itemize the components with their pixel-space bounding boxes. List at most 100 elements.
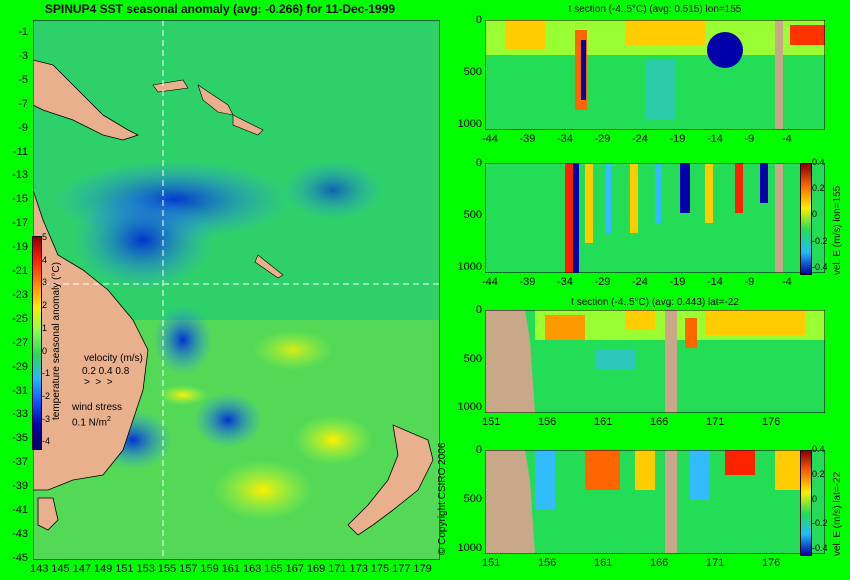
p2-x-tick: -44 (482, 276, 498, 288)
map-x-tick: 165 (264, 563, 283, 575)
panel2-colorbar (800, 163, 812, 275)
p3-x-tick: 166 (650, 416, 669, 428)
p2-y-tick: 0 (475, 157, 482, 169)
p1-x-tick: -24 (632, 133, 648, 145)
p2-x-tick: -14 (707, 276, 723, 288)
map-x-tick: 177 (392, 563, 411, 575)
map-x-tick: 179 (413, 563, 432, 575)
p2-y-tick: 500 (463, 209, 482, 221)
map-y-tick: -39 (12, 480, 28, 493)
p1-x-tick: -9 (744, 133, 755, 145)
velocity-legend-scale: 0.2 0.4 0.8 (82, 366, 130, 377)
p3-x-tick: 151 (482, 416, 501, 428)
map-x-tick: 153 (136, 563, 155, 575)
map-y-tick: -25 (12, 312, 28, 325)
map-y-tick: -13 (12, 169, 28, 182)
land-tasmania (37, 497, 59, 531)
map-y-tick: -1 (18, 26, 28, 38)
map-colorbar-tick: -2 (42, 390, 51, 401)
map-y-tick: -21 (12, 265, 28, 277)
p4-y-tick: 0 (475, 444, 482, 456)
cold-anomaly-tasman (193, 392, 263, 448)
map-x-tick: 169 (306, 563, 326, 575)
map-colorbar-tick: 4 (42, 254, 48, 265)
panel4-vel-section-lat22 (485, 450, 825, 554)
warm-anomaly-centre (253, 330, 333, 370)
p1-y-tick: 0 (475, 14, 482, 26)
map-x-tick: 161 (221, 563, 241, 575)
p3-x-tick: 176 (762, 416, 781, 428)
map-x-tick: 143 (30, 563, 49, 575)
p3-y-tick: 500 (463, 352, 482, 365)
p2-x-tick: -19 (669, 276, 686, 288)
map-y-tick: -15 (12, 193, 28, 206)
velocity-legend-title: velocity (m/s) (84, 353, 143, 364)
land-new-zealand (347, 424, 434, 536)
map-x-tick: 159 (200, 563, 219, 575)
p4-x-tick: 171 (706, 557, 725, 569)
wind-legend-title: wind stress (72, 402, 123, 413)
map-colorbar-tick: 0 (42, 345, 48, 356)
map-colorbar-tick: 1 (42, 322, 48, 333)
p2-x-tick: -29 (594, 276, 611, 288)
map-y-tick: -37 (12, 456, 28, 469)
land-australia (33, 189, 149, 491)
map-x-tick: 175 (370, 563, 390, 575)
map-x-tick: 145 (51, 563, 70, 575)
map-y-tick: -29 (12, 360, 28, 373)
map-title: SPINUP4 SST seasonal anomaly (avg: -0.26… (44, 2, 396, 16)
p1-x-tick: -39 (519, 133, 536, 145)
panel3-temp-section-lat22 (485, 310, 825, 413)
warm-anomaly-south (213, 460, 313, 520)
map-x-tick: 163 (243, 563, 262, 575)
map-y-tick: -7 (18, 97, 28, 110)
p1-x-tick: -34 (557, 133, 573, 145)
p4-colorbar-tick: -0.4 (812, 543, 828, 554)
p4-x-tick: 176 (762, 557, 781, 569)
map-colorbar-tick: 3 (42, 277, 48, 288)
panel4-colorbar-label: vel. E (m/s) lat=-22 (832, 471, 843, 556)
p3-y-tick: 0 (475, 304, 482, 316)
p1-y-tick: 500 (463, 66, 482, 78)
p4-colorbar-tick: 0.4 (812, 444, 825, 454)
warm-anomaly-ring (158, 385, 208, 405)
p4-y-tick: 500 (463, 493, 482, 505)
map-y-tick: -3 (18, 49, 28, 62)
map-y-tick: -31 (12, 384, 28, 397)
p4-x-tick: 161 (594, 557, 613, 569)
map-x-tick: 167 (285, 563, 304, 575)
p4-y-tick: 1000 (457, 542, 482, 554)
p2-y-tick: 1000 (457, 261, 482, 273)
p3-x-tick: 171 (706, 416, 725, 428)
panel3-title: t section (-4..5°C) (avg: 0.443) lat=-22 (571, 297, 739, 308)
cold-anomaly-tasman-north (153, 305, 213, 375)
land-new-guinea (33, 59, 140, 141)
p4-x-tick: 166 (650, 557, 669, 569)
map-colorbar-label: temperature seasonal anomaly (°C) (51, 262, 62, 420)
p3-x-tick: 161 (594, 416, 613, 428)
map-y-tick: -27 (12, 336, 28, 349)
p2-colorbar-tick: 0.2 (812, 183, 825, 194)
p2-x-tick: -9 (744, 276, 755, 288)
map-colorbar-tick: -3 (42, 413, 51, 424)
p4-colorbar-tick: 0.2 (812, 468, 825, 479)
wind-legend-scale: 0.1 N/m2 (72, 416, 111, 429)
map-x-tick: 147 (72, 563, 91, 575)
land-solomon-east (232, 114, 264, 136)
land-solomon-islands (197, 84, 234, 116)
p1-x-tick: -4 (782, 133, 792, 145)
p3-x-tick: 156 (538, 416, 557, 428)
map-colorbar-tick: 5 (42, 232, 48, 242)
map-x-tick: 155 (157, 563, 177, 575)
map-x-tick: 171 (328, 563, 347, 575)
land-new-caledonia (254, 254, 284, 279)
map-colorbar (32, 236, 42, 450)
panel1-title: t section (-4..5°C) (avg: 0.515) lon=155 (568, 4, 742, 15)
map-y-tick: -23 (12, 288, 28, 301)
p2-x-tick: -24 (632, 276, 648, 288)
map-x-tick: 151 (115, 563, 134, 575)
copyright: © Copyright CSIRO 2006 (437, 442, 448, 555)
panel2-vel-section-lon155 (485, 163, 825, 273)
map-x-tick: 149 (93, 563, 113, 575)
p2-colorbar-tick: 0.4 (812, 157, 825, 167)
